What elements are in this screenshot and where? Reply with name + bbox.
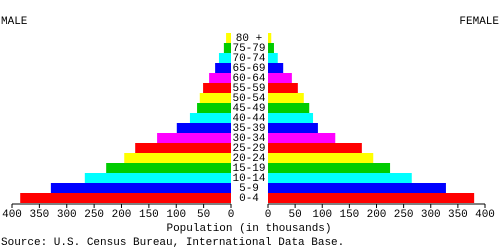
- bar: [268, 133, 336, 143]
- x-tick-label: 300: [57, 209, 77, 221]
- age-label: 55-59: [232, 83, 265, 95]
- bar: [268, 93, 304, 103]
- age-label: 45-49: [232, 103, 265, 115]
- bar: [135, 143, 231, 153]
- bar: [268, 53, 278, 63]
- bar: [268, 103, 310, 113]
- right-label: FEMALE: [459, 16, 499, 28]
- bar: [268, 183, 446, 193]
- bar: [203, 83, 231, 93]
- bar: [50, 183, 232, 193]
- bar: [199, 93, 231, 103]
- age-label: 20-24: [232, 153, 265, 165]
- bar: [268, 63, 284, 73]
- age-label: 10-14: [232, 173, 265, 185]
- age-label: 50-54: [232, 93, 265, 105]
- x-tick-label: 150: [139, 209, 159, 221]
- bar: [157, 133, 231, 143]
- x-tick-label: 0: [228, 209, 235, 221]
- bar: [106, 163, 231, 173]
- left-label: MALE: [1, 16, 28, 28]
- bar: [268, 193, 475, 203]
- bar: [268, 113, 314, 123]
- x-tick-label: 100: [312, 209, 332, 221]
- bar: [20, 193, 232, 203]
- x-tick-label: 250: [84, 209, 104, 221]
- source-note: Source: U.S. Census Bureau, Internationa…: [1, 237, 344, 249]
- bar: [84, 173, 231, 183]
- x-tick-label: 200: [112, 209, 132, 221]
- age-label: 75-79: [232, 43, 265, 55]
- bar: [189, 113, 231, 123]
- bar: [218, 53, 231, 63]
- x-tick-label: 50: [197, 209, 210, 221]
- age-label: 35-39: [232, 123, 265, 135]
- bar: [268, 123, 318, 133]
- age-label: 65-69: [232, 63, 265, 75]
- age-label: 80 +: [236, 33, 262, 45]
- bar: [124, 153, 231, 163]
- age-label: 25-29: [232, 143, 265, 155]
- age-label: 60-64: [232, 73, 265, 85]
- x-tick-label: 400: [475, 209, 495, 221]
- age-label: 5-9: [239, 183, 259, 195]
- bar: [268, 153, 374, 163]
- bar: [268, 83, 298, 93]
- age-label: 40-44: [232, 113, 265, 125]
- age-label: 0-4: [239, 193, 259, 205]
- x-axis-label: Population (in thousands): [166, 223, 331, 235]
- x-tick-label: 350: [29, 209, 49, 221]
- x-tick-label: 100: [166, 209, 186, 221]
- bar: [268, 73, 292, 83]
- bar: [197, 103, 231, 113]
- bar: [209, 73, 231, 83]
- bar: [226, 33, 231, 43]
- x-tick-label: 0: [265, 209, 272, 221]
- bar: [268, 163, 391, 173]
- x-tick-label: 400: [2, 209, 22, 221]
- x-tick-label: 200: [367, 209, 387, 221]
- bar: [223, 43, 231, 53]
- bar: [268, 173, 412, 183]
- age-label: 30-34: [232, 133, 265, 145]
- bar: [268, 143, 362, 153]
- x-tick-label: 250: [394, 209, 414, 221]
- age-label: 70-74: [232, 53, 265, 65]
- x-tick-label: 350: [448, 209, 468, 221]
- x-tick-label: 150: [339, 209, 359, 221]
- bar: [176, 123, 231, 133]
- bar: [268, 43, 274, 53]
- age-label: 15-19: [232, 163, 265, 175]
- x-tick-label: 50: [289, 209, 302, 221]
- bar: [268, 33, 272, 43]
- x-tick-label: 300: [421, 209, 441, 221]
- bar: [215, 63, 231, 73]
